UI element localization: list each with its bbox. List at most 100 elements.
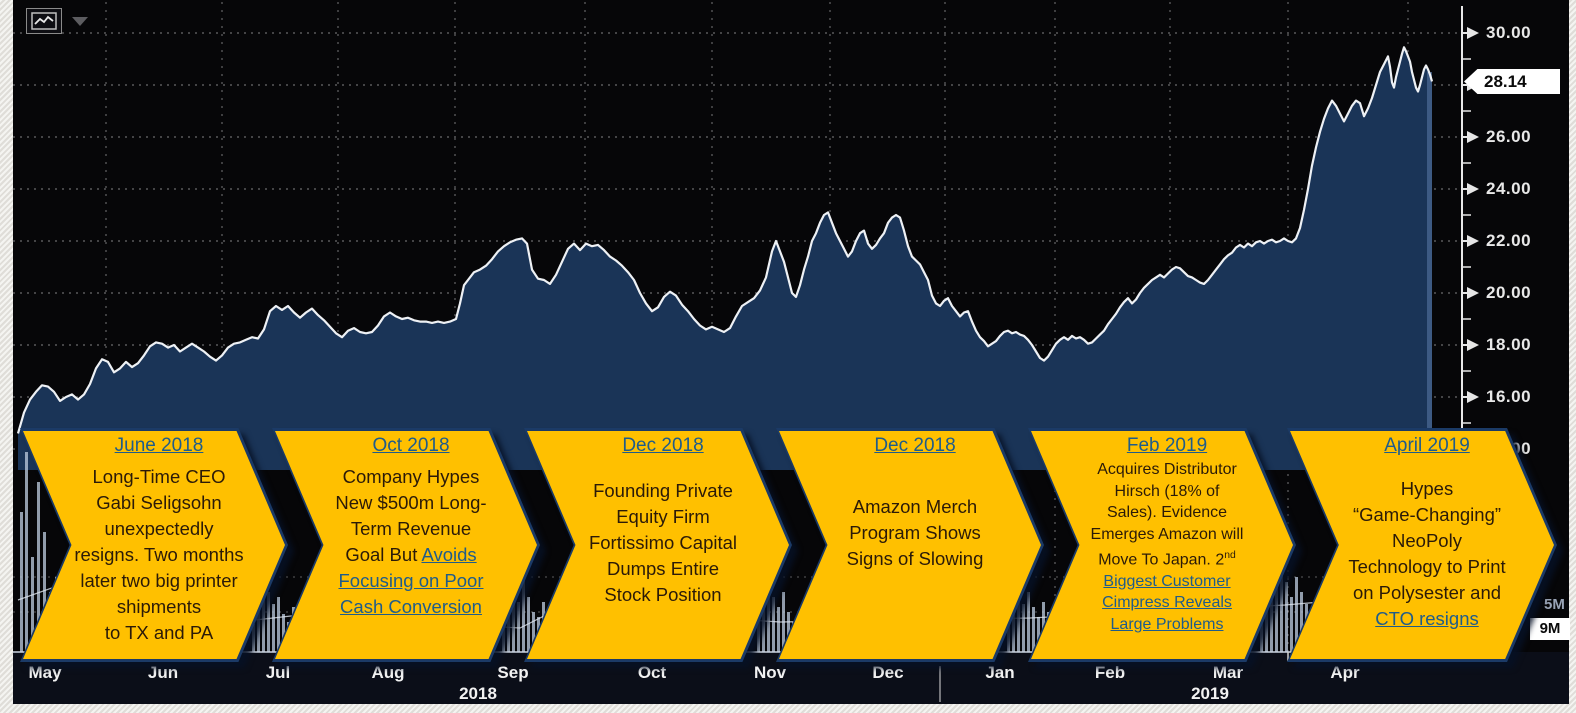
month-label: Dec: [872, 663, 904, 682]
volume-bar: [1037, 617, 1040, 652]
area-right-edge: [1427, 72, 1432, 470]
volume-bar: [267, 592, 270, 652]
event-banner-feb-2019: Feb 2019 Acquires Distributor Hirsch (18…: [1028, 428, 1296, 662]
volume-bar: [257, 612, 260, 652]
major-tick-arrow: [1467, 27, 1479, 39]
event-text: Amazon Merch Program Shows Signs of Slow…: [846, 496, 984, 569]
year-label: 2019: [1191, 684, 1229, 703]
volume-bar: [1275, 587, 1278, 652]
banner-content: Feb 2019 Acquires Distributor Hirsch (18…: [1072, 435, 1262, 635]
volume-bar: [252, 624, 255, 652]
event-date-link[interactable]: Feb 2019: [1126, 435, 1208, 456]
volume-bar: [772, 597, 775, 652]
price-line: [16, 46, 1434, 434]
volume-bar: [277, 597, 280, 652]
volume-bar: [1265, 592, 1268, 652]
volume-bar: [282, 614, 285, 652]
volume-bar: [1017, 597, 1020, 652]
volume-bar: [762, 602, 765, 652]
last-price-tag: 28.14: [1464, 69, 1560, 94]
major-tick-arrow: [1467, 287, 1479, 299]
month-label: Nov: [753, 663, 787, 682]
volume-bar: [20, 512, 23, 652]
month-label: Apr: [1330, 663, 1360, 682]
event-link[interactable]: Biggest Customer Cimpress Reveals Large …: [1102, 572, 1232, 633]
banner-content: Dec 2018 Amazon Merch Program Shows Sign…: [820, 435, 1010, 572]
volume-bar: [527, 597, 530, 652]
volume-bar: [272, 604, 275, 652]
event-date-link[interactable]: Oct 2018: [372, 435, 450, 456]
month-label: Feb: [1094, 663, 1126, 682]
volume-bar: [1022, 604, 1025, 652]
volume-bar: [522, 577, 525, 652]
volume-bar: [1300, 592, 1303, 652]
chart-type-button[interactable]: [26, 8, 62, 34]
major-tick-arrow: [1467, 339, 1479, 351]
event-text: Founding Private Equity Firm Fortissimo …: [588, 480, 738, 605]
banner-content: April 2019 Hypes “Game-Changing” NeoPoly…: [1331, 435, 1523, 632]
banner-content: Dec 2018 Founding Private Equity Firm Fo…: [568, 435, 758, 608]
major-tick-arrow: [1467, 183, 1479, 195]
volume-bar: [1007, 622, 1010, 652]
event-banner-dec-2018-amazon: Dec 2018 Amazon Merch Program Shows Sign…: [776, 428, 1044, 662]
volume-bar: [767, 587, 770, 652]
price-tick-label: 18.00: [1486, 335, 1532, 354]
month-label: Jan: [985, 663, 1015, 682]
event-text: Hypes “Game-Changing” NeoPoly Technology…: [1348, 478, 1506, 629]
price-tick-label: 30.00: [1486, 23, 1532, 42]
event-date-link[interactable]: Dec 2018: [622, 435, 704, 456]
major-tick-arrow: [1467, 235, 1479, 247]
month-label: Aug: [371, 663, 405, 682]
price-tick-label: 20.00: [1486, 283, 1532, 302]
volume-bar: [517, 602, 520, 652]
event-text: Company Hypes New $500m Long- Term Reven…: [335, 466, 487, 617]
volume-bar: [1270, 572, 1273, 652]
month-label: Mar: [1212, 663, 1244, 682]
event-banner-june-2018: June 2018 Long-Time CEO Gabi Seligsohn u…: [20, 428, 288, 662]
price-tick-label: 26.00: [1486, 127, 1532, 146]
price-tick-label: 24.00: [1486, 179, 1532, 198]
banner-content: Oct 2018 Company Hypes New $500m Long- T…: [316, 435, 506, 620]
volume-bar: [262, 597, 265, 652]
volume-bar: [502, 622, 505, 652]
volume-last-value-tag: 9M: [1530, 618, 1570, 640]
chart-menu-dropdown-icon[interactable]: [72, 17, 88, 26]
year-label: 2018: [459, 684, 497, 703]
price-tick-label: 16.00: [1486, 387, 1532, 406]
event-banner-oct-2018: Oct 2018 Company Hypes New $500m Long- T…: [272, 428, 540, 662]
volume-bar: [532, 612, 535, 652]
major-tick-arrow: [1467, 131, 1479, 143]
volume-bar: [1280, 562, 1283, 652]
volume-bar: [512, 592, 515, 652]
month-label: Jul: [265, 663, 291, 682]
event-banner-april-2019: April 2019 Hypes “Game-Changing” NeoPoly…: [1287, 428, 1557, 662]
volume-scale-label: 5M: [1544, 596, 1565, 613]
volume-bar: [787, 612, 790, 652]
month-label: Jun: [147, 663, 179, 682]
banner-content: June 2018 Long-Time CEO Gabi Seligsohn u…: [64, 435, 254, 646]
event-date-link[interactable]: April 2019: [1384, 435, 1470, 456]
event-text: Long-Time CEO Gabi Seligsohn unexpectedl…: [74, 466, 244, 643]
volume-bar: [25, 452, 28, 652]
volume-bar: [1032, 607, 1035, 652]
event-date-link[interactable]: June 2018: [114, 435, 204, 456]
volume-bar: [1285, 582, 1288, 652]
volume-bar: [507, 607, 510, 652]
volume-bar: [1012, 610, 1015, 652]
month-label: Oct: [637, 663, 667, 682]
event-date-link[interactable]: Dec 2018: [874, 435, 956, 456]
month-label: Sep: [497, 663, 529, 682]
event-link[interactable]: Avoids Focusing on Poor Cash Conversion: [338, 544, 484, 617]
line-chart-icon: [31, 12, 57, 30]
volume-bar: [43, 532, 46, 652]
volume-bar: [777, 607, 780, 652]
event-link[interactable]: CTO resigns: [1375, 608, 1479, 629]
volume-bar: [1027, 592, 1030, 652]
event-banner-dec-2018-fortissimo: Dec 2018 Founding Private Equity Firm Fo…: [524, 428, 792, 662]
volume-bar: [1295, 577, 1298, 652]
volume-bar: [757, 617, 760, 652]
price-tick-label: 22.00: [1486, 231, 1532, 250]
volume-bar: [37, 482, 40, 652]
month-label: May: [28, 663, 62, 682]
